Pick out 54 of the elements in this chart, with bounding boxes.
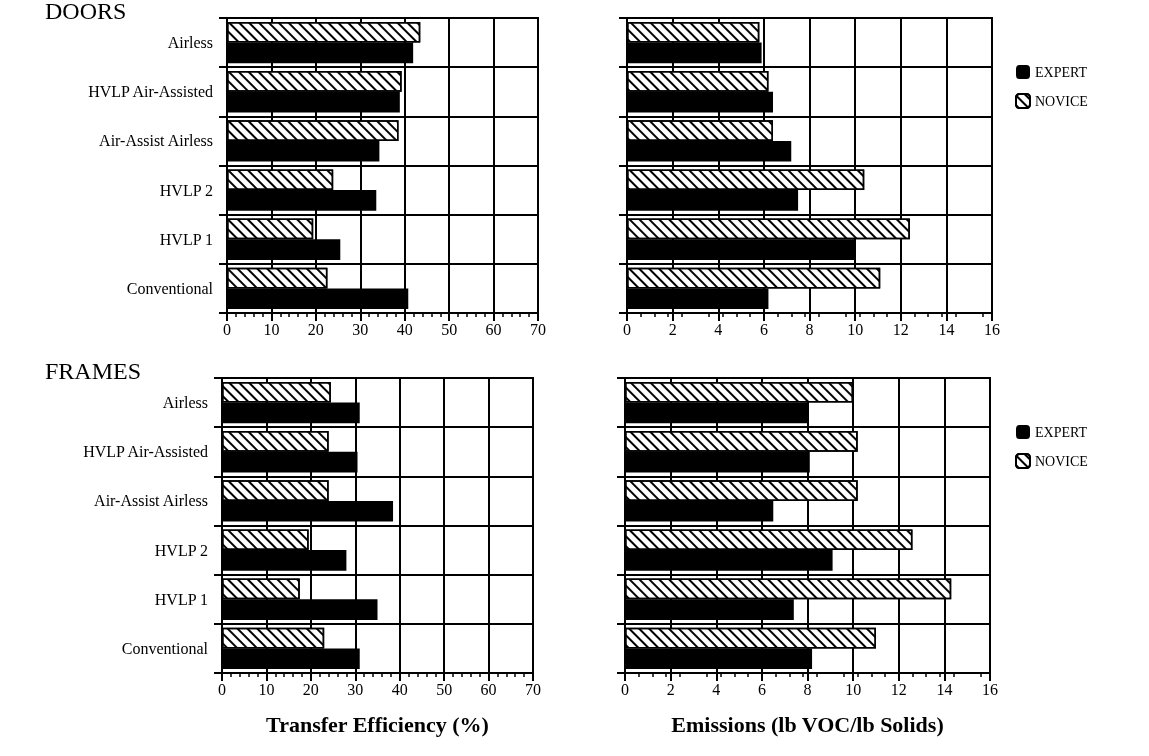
y-tick-label: HVLP 2 (154, 541, 208, 559)
x-tick-label: 60 (485, 320, 502, 338)
x-tick-label: 10 (263, 320, 280, 338)
y-tick-label: HVLP Air-Assisted (88, 83, 213, 101)
y-tick-label: Airless (162, 394, 208, 412)
chart-title: DOORS (45, 0, 127, 24)
x-tick-label: 0 (223, 320, 231, 338)
x-tick-label: 20 (302, 680, 319, 698)
legend-label: NOVICE (1035, 453, 1088, 469)
x-tick-label: 50 (436, 680, 453, 698)
x-tick-label: 20 (307, 320, 324, 338)
x-tick-label: 10 (258, 680, 275, 698)
x-tick-label: 10 (847, 320, 864, 338)
x-tick-label: 70 (525, 680, 541, 698)
x-tick-label: 4 (714, 320, 723, 338)
x-tick-label: 4 (712, 680, 721, 698)
y-tick-label: Conventional (121, 639, 209, 657)
x-tick-label: 40 (391, 680, 408, 698)
x-axis-title: Emissions (lb VOC/lb Solids) (671, 711, 944, 737)
x-tick-label: 6 (757, 680, 766, 698)
x-tick-label: 8 (803, 680, 812, 698)
x-tick-label: 6 (759, 320, 768, 338)
x-tick-label: 2 (668, 320, 677, 338)
x-tick-label: 0 (218, 680, 226, 698)
x-tick-label: 60 (480, 680, 497, 698)
y-tick-label: Air-Assist Airless (94, 492, 208, 510)
y-tick-label: HVLP Air-Assisted (83, 443, 208, 461)
x-tick-label: 8 (805, 320, 814, 338)
x-tick-label: 30 (347, 680, 364, 698)
x-tick-label: 14 (936, 680, 953, 698)
x-tick-label: 30 (352, 320, 369, 338)
x-tick-label: 40 (396, 320, 413, 338)
y-tick-label: Air-Assist Airless (99, 132, 213, 150)
legend-label: EXPERT (1035, 64, 1088, 80)
x-axis-title: Transfer Efficiency (%) (266, 711, 489, 737)
x-tick-label: 2 (666, 680, 675, 698)
legend-label: NOVICE (1035, 93, 1088, 109)
x-tick-label: 0 (621, 680, 629, 698)
x-tick-label: 70 (530, 320, 546, 338)
chart-title: FRAMES (45, 358, 142, 384)
x-tick-label: 0 (623, 320, 631, 338)
x-tick-label: 14 (938, 320, 955, 338)
x-tick-label: 10 (845, 680, 862, 698)
x-tick-label: 50 (441, 320, 458, 338)
y-tick-label: HVLP 2 (159, 181, 213, 199)
y-tick-label: HVLP 1 (159, 230, 213, 248)
y-tick-label: Airless (167, 34, 213, 52)
x-tick-label: 12 (890, 680, 907, 698)
x-tick-label: 16 (984, 320, 1000, 338)
y-tick-label: HVLP 1 (154, 590, 208, 608)
legend-label: EXPERT (1035, 424, 1088, 440)
x-tick-label: 12 (892, 320, 909, 338)
y-tick-label: Conventional (126, 279, 214, 297)
x-tick-label: 16 (982, 680, 998, 698)
